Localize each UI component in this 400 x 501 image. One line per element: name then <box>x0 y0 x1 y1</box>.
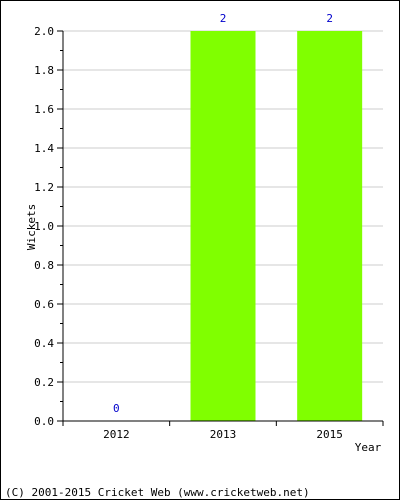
y-tick-label: 2.0 <box>34 25 54 38</box>
tick-labels: 0.0 0.2 0.4 0.6 0.8 1.0 1.2 1.4 1.6 1.8 2.0 0 2012 2 2… <box>34 12 343 441</box>
data-label: 2 <box>326 12 333 25</box>
y-tick-label: 1.4 <box>34 142 54 155</box>
x-axis-label: Year <box>355 441 382 454</box>
x-tick-label: 2015 <box>316 428 343 441</box>
copyright-footer: (C) 2001-2015 Cricket Web (www.cricketwe… <box>5 486 310 499</box>
y-tick-label: 0.8 <box>34 259 54 272</box>
bars <box>190 31 363 421</box>
y-tick-label: 1.2 <box>34 181 54 194</box>
y-tick-label: 1.0 <box>34 220 54 233</box>
y-tick-label: 1.6 <box>34 103 54 116</box>
bar <box>190 31 256 421</box>
y-tick-label: 0.0 <box>34 415 54 428</box>
bar <box>297 31 363 421</box>
x-tick-label: 2013 <box>210 428 237 441</box>
axes <box>57 30 384 426</box>
x-tick-label: 2012 <box>103 428 130 441</box>
y-tick-label: 0.2 <box>34 376 54 389</box>
y-tick-label: 0.6 <box>34 298 54 311</box>
y-tick-label: 1.8 <box>34 64 54 77</box>
data-label: 0 <box>113 402 120 415</box>
y-axis-label: Wickets <box>25 204 38 250</box>
y-tick-label: 0.4 <box>34 337 54 350</box>
data-label: 2 <box>220 12 227 25</box>
